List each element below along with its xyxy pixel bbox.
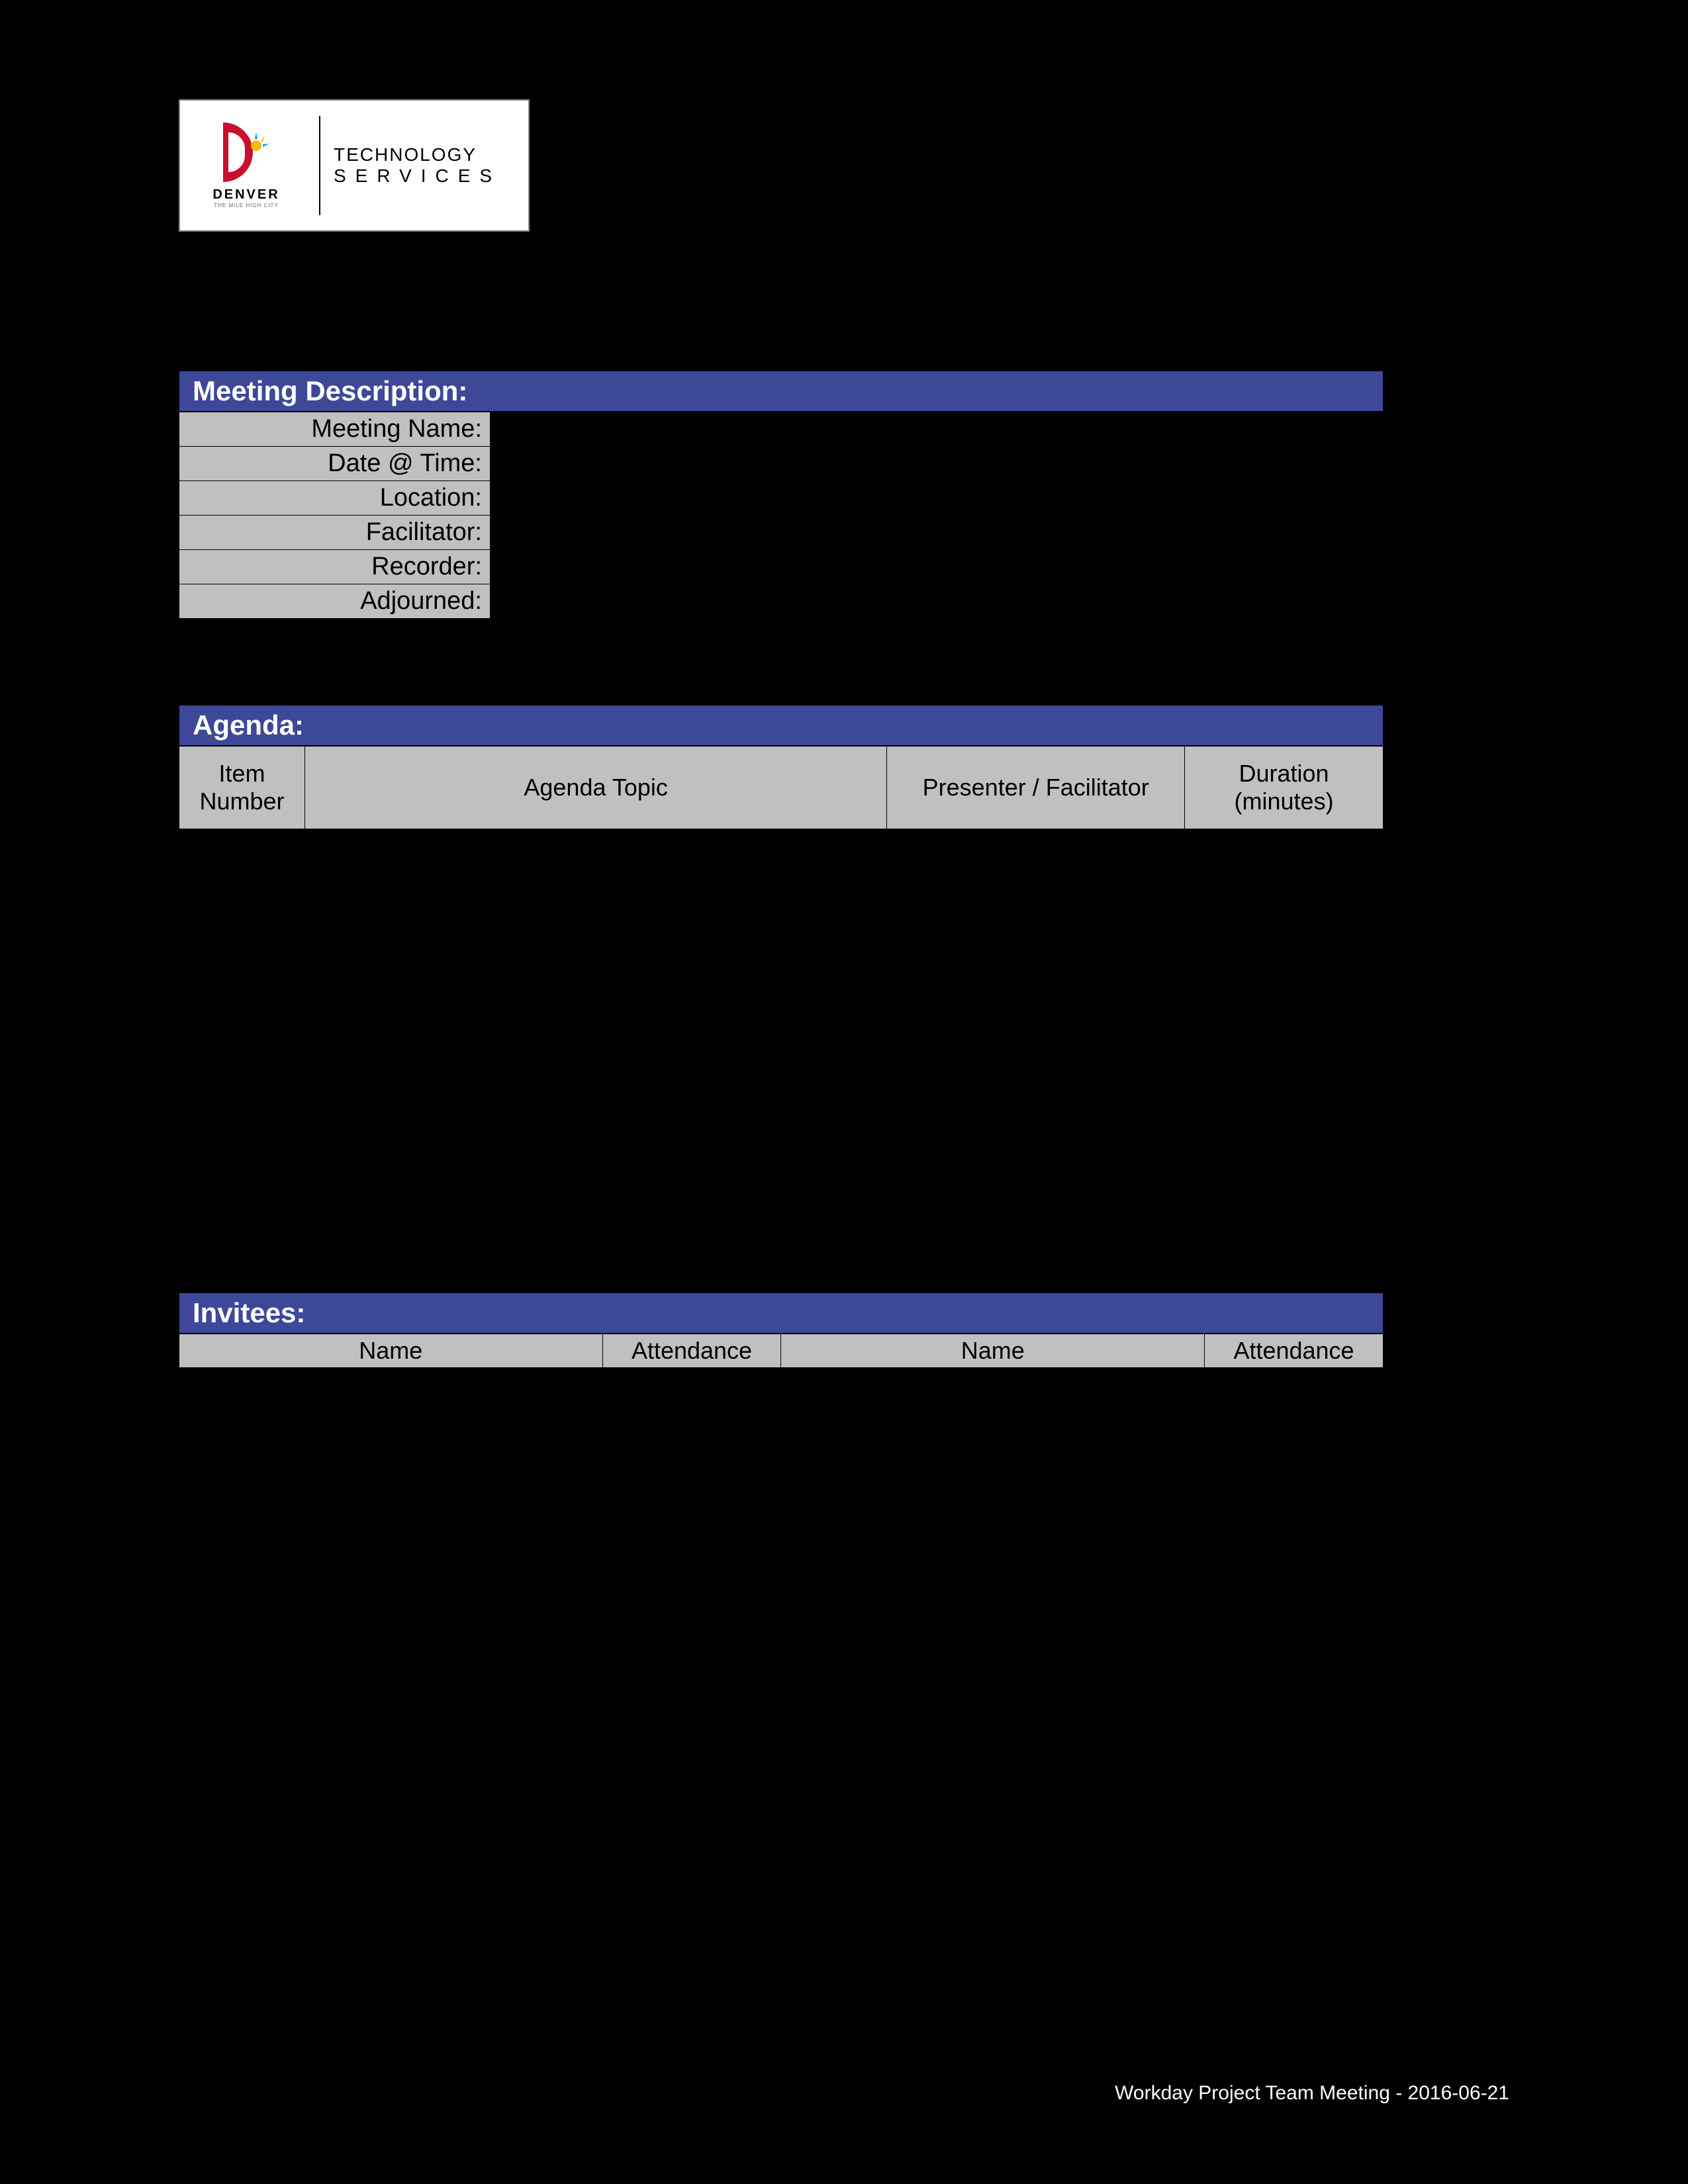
dept-line1: TECHNOLOGY — [334, 144, 501, 165]
table-row: Recorder: — [179, 550, 1383, 584]
agenda-section: Agenda: Item Number Agenda Topic Present… — [179, 705, 1383, 829]
col-name-2: Name — [781, 1334, 1205, 1368]
logo-box: DENVER THE MILE HIGH CITY TECHNOLOGY SER… — [179, 99, 530, 232]
field-value-location — [491, 481, 1383, 516]
agenda-header: Agenda: — [179, 705, 1383, 746]
document-page: DENVER THE MILE HIGH CITY TECHNOLOGY SER… — [0, 0, 1688, 2184]
table-row: Facilitator: — [179, 516, 1383, 550]
field-value-date-time — [491, 447, 1383, 481]
content-area: Meeting Description: Meeting Name: Date … — [179, 371, 1383, 1368]
table-row: Date @ Time: — [179, 447, 1383, 481]
logo-divider — [319, 116, 320, 215]
sun-icon — [246, 129, 273, 156]
table-row: Location: — [179, 481, 1383, 516]
denver-text: DENVER — [212, 187, 279, 203]
denver-logo: DENVER THE MILE HIGH CITY — [187, 109, 306, 222]
meeting-description-table: Meeting Name: Date @ Time: Location: Fac… — [179, 412, 1383, 619]
col-item-number: Item Number — [179, 747, 305, 829]
col-presenter: Presenter / Facilitator — [887, 747, 1185, 829]
field-value-meeting-name — [491, 412, 1383, 447]
denver-tagline: THE MILE HIGH CITY — [214, 203, 279, 208]
field-label-meeting-name: Meeting Name: — [179, 412, 491, 447]
footer-text: Workday Project Team Meeting - 2016-06-2… — [1115, 2082, 1509, 2105]
field-value-adjourned — [491, 584, 1383, 619]
table-header-row: Name Attendance Name Attendance — [179, 1334, 1383, 1368]
field-label-facilitator: Facilitator: — [179, 516, 491, 550]
agenda-table: Item Number Agenda Topic Presenter / Fac… — [179, 746, 1383, 829]
table-row: Adjourned: — [179, 584, 1383, 619]
col-duration: Duration (minutes) — [1185, 747, 1383, 829]
meeting-description-section: Meeting Description: Meeting Name: Date … — [179, 371, 1383, 619]
meeting-description-header: Meeting Description: — [179, 371, 1383, 412]
denver-d-icon — [223, 122, 269, 182]
dept-name: TECHNOLOGY SERVICES — [334, 144, 501, 187]
invitees-header: Invitees: — [179, 1293, 1383, 1334]
invitees-table: Name Attendance Name Attendance — [179, 1334, 1383, 1368]
col-attendance-1: Attendance — [602, 1334, 781, 1368]
field-label-date-time: Date @ Time: — [179, 447, 491, 481]
field-value-facilitator — [491, 516, 1383, 550]
field-label-adjourned: Adjourned: — [179, 584, 491, 619]
table-row: Meeting Name: — [179, 412, 1383, 447]
field-value-recorder — [491, 550, 1383, 584]
invitees-section: Invitees: Name Attendance Name Attendanc… — [179, 1293, 1383, 1368]
col-name-1: Name — [179, 1334, 603, 1368]
col-attendance-2: Attendance — [1205, 1334, 1383, 1368]
dept-line2: SERVICES — [334, 165, 501, 187]
table-header-row: Item Number Agenda Topic Presenter / Fac… — [179, 747, 1383, 829]
col-agenda-topic: Agenda Topic — [305, 747, 886, 829]
field-label-recorder: Recorder: — [179, 550, 491, 584]
field-label-location: Location: — [179, 481, 491, 516]
